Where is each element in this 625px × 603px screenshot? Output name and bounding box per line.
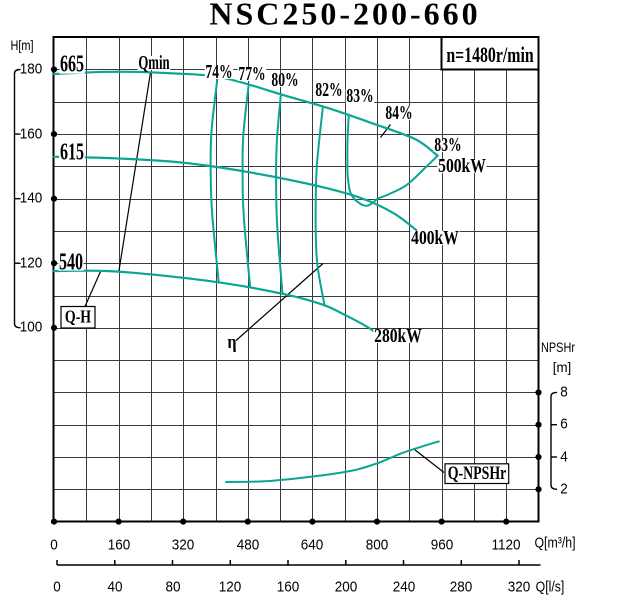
- npsh-tick-dot: [535, 421, 542, 428]
- y2-axis-unit: [m]: [552, 359, 572, 375]
- q-tick-dot: [244, 518, 251, 525]
- h-tick-dot: [50, 260, 58, 267]
- efficiency-label-83-right: 83%: [433, 133, 462, 156]
- x2-tick-label: 280: [449, 578, 473, 596]
- npsh-tick-dot: [535, 389, 542, 396]
- y2-axis-label: NPSHr: [541, 339, 575, 355]
- q-tick-dot: [503, 518, 510, 525]
- q-tick-dot: [309, 518, 316, 525]
- npsh-axis-bracket: [550, 391, 558, 490]
- curve-head-615: [52, 155, 418, 232]
- speed-box: [440, 36, 540, 71]
- h-tick-dot: [50, 195, 58, 202]
- q-tick-dot: [180, 518, 187, 525]
- efficiency-label-83: 83%: [345, 85, 375, 107]
- eff84-leader: [380, 124, 391, 138]
- qnpshr-box: [444, 463, 510, 485]
- npsh-tick-dot: [535, 486, 542, 493]
- x2-tick-label: 320: [507, 578, 531, 596]
- impeller-label-665: 665: [59, 51, 85, 78]
- qnpshr-leader: [414, 449, 445, 473]
- curve-head-540: [52, 269, 378, 335]
- y2-tick-label: 4: [560, 448, 568, 466]
- h-tick-dot: [50, 130, 58, 138]
- eta-leader: [235, 263, 324, 341]
- curve-npshr: [225, 440, 440, 483]
- curve-eff-83: [346, 114, 439, 207]
- h-tick-dot: [50, 324, 58, 331]
- x2-tick-label: 40: [107, 578, 123, 596]
- legend-qnpshr: Q-NPSHr: [447, 463, 507, 484]
- power-label-280kw: 280kW: [373, 325, 423, 347]
- efficiency-label-84: 84%: [384, 102, 414, 124]
- x2-tick-label: 80: [164, 578, 181, 596]
- efficiency-label-77: 77%: [237, 63, 267, 85]
- x2-tick-label: 0: [53, 578, 61, 596]
- y-tick-label: 100: [20, 318, 43, 336]
- curve-eff-74: [209, 76, 220, 283]
- y2-tick-label: 6: [560, 415, 568, 433]
- efficiency-label-82: 82%: [314, 79, 344, 101]
- qh-box: [60, 305, 96, 329]
- qh-leader: [84, 271, 102, 307]
- qmin-label: Qmin: [137, 52, 171, 74]
- eta-label: η: [227, 332, 237, 353]
- y-axis-unit-label: H[m]: [10, 37, 34, 53]
- q-tick-dot: [438, 518, 445, 525]
- x2-tick-label: 240: [392, 578, 415, 596]
- curve-eff-77: [241, 84, 252, 289]
- y2-tick-label: 8: [560, 383, 568, 401]
- x-tick-label: 640: [301, 536, 324, 554]
- q-tick-dot: [115, 518, 122, 525]
- grid-lines: [54, 37, 539, 522]
- plot-border: [52, 36, 540, 523]
- h-tick-dot: [50, 66, 58, 73]
- x-tick-label: 0: [50, 536, 58, 554]
- y-tick-label: 180: [20, 60, 43, 78]
- x-tick-label: 960: [430, 536, 453, 554]
- x-tick-label: 160: [107, 536, 130, 554]
- efficiency-label-80: 80%: [270, 68, 300, 91]
- power-label-500kw: 500kW: [437, 155, 487, 177]
- x-axis-unit-label: Q[m³/h]: [534, 534, 576, 551]
- efficiency-label-74: 74%: [204, 61, 234, 83]
- curve-eff-80: [275, 93, 284, 295]
- x2-axis-line: [56, 560, 541, 566]
- y-tick-label: 160: [20, 125, 43, 143]
- chart-title: NSC250-200-660: [209, 0, 481, 31]
- curve-head-665: [52, 70, 439, 157]
- legend-qh: Q-H: [64, 306, 92, 327]
- y-tick-label: 120: [20, 254, 43, 272]
- x2-tick-label: 120: [218, 578, 242, 596]
- power-label-400kw: 400kW: [410, 227, 460, 249]
- x-tick-label: 320: [171, 536, 195, 554]
- speed-label: n=1480r/min: [446, 42, 534, 67]
- q-tick-dot: [50, 518, 58, 525]
- x2-tick-label: 200: [334, 578, 358, 596]
- y-tick-label: 140: [20, 189, 43, 207]
- q-tick-dot: [373, 518, 381, 525]
- x-tick-label: 1120: [491, 536, 521, 554]
- x2-tick-label: 160: [276, 578, 300, 596]
- qmin-leader: [118, 72, 152, 271]
- impeller-label-540: 540: [58, 249, 84, 276]
- curve-eff-82: [314, 105, 326, 307]
- npsh-tick-dot: [535, 453, 542, 461]
- x-tick-label: 480: [236, 536, 260, 554]
- impeller-label-615: 615: [59, 139, 85, 166]
- y2-tick-label: 2: [560, 480, 568, 498]
- x2-axis-unit-label: Q[l/s]: [535, 578, 565, 596]
- x-tick-label: 800: [365, 536, 389, 554]
